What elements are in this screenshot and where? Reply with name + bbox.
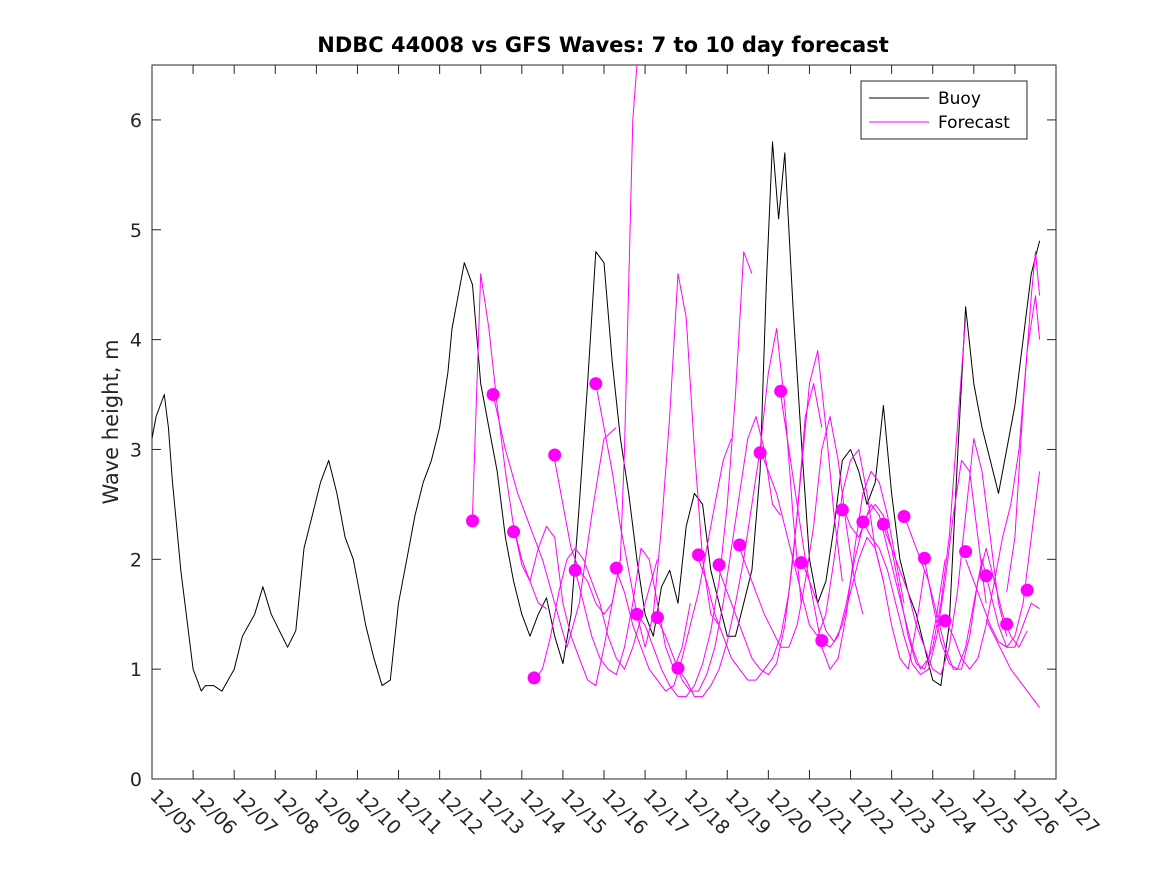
forecast-marker xyxy=(507,525,521,539)
forecast-series-line xyxy=(615,438,732,692)
forecast-marker xyxy=(712,558,726,572)
forecast-marker xyxy=(671,661,685,675)
forecast-marker xyxy=(979,569,993,583)
forecast-series-line xyxy=(924,558,1040,670)
forecast-marker xyxy=(897,510,911,523)
y-tick-label: 3 xyxy=(130,439,142,461)
forecast-marker xyxy=(856,515,870,529)
forecast-marker xyxy=(527,671,541,685)
forecast-marker xyxy=(918,551,931,565)
forecast-series-line xyxy=(821,503,946,670)
forecast-series-line xyxy=(882,438,1008,676)
legend-forecast-label: Forecast xyxy=(938,113,1010,133)
y-tick-label: 6 xyxy=(130,110,142,132)
forecast-marker xyxy=(1020,583,1034,597)
forecast-series-line xyxy=(554,65,638,615)
y-tick-label: 0 xyxy=(130,769,142,791)
forecast-series-line xyxy=(985,619,1041,708)
forecast-series-line xyxy=(492,394,617,648)
buoy-series-line xyxy=(152,141,1041,692)
y-tick-label: 4 xyxy=(130,330,142,352)
forecast-series-line xyxy=(718,350,843,676)
forecast-series-line xyxy=(472,273,547,610)
forecast-series-line xyxy=(574,547,691,676)
forecast-marker xyxy=(609,561,623,575)
forecast-marker xyxy=(630,607,644,621)
forecast-marker xyxy=(876,517,890,531)
forecast-marker xyxy=(589,377,603,391)
forecast-marker xyxy=(692,548,705,562)
y-tick-label: 1 xyxy=(130,659,142,681)
legend: Buoy Forecast xyxy=(860,80,1028,140)
forecast-marker xyxy=(568,563,582,577)
plot-area xyxy=(151,64,1057,780)
forecast-series-line xyxy=(698,383,823,681)
y-tick-label: 2 xyxy=(130,549,142,571)
forecast-series-line xyxy=(759,449,884,637)
forecast-marker xyxy=(938,614,952,628)
forecast-marker xyxy=(753,446,767,460)
series-layer xyxy=(152,65,1041,708)
chart-title: NDBC 44008 vs GFS Waves: 7 to 10 day for… xyxy=(317,33,888,57)
forecast-series-line xyxy=(595,273,720,648)
forecast-marker xyxy=(959,545,973,559)
forecast-marker xyxy=(486,388,500,401)
forecast-series-line xyxy=(1006,251,1041,593)
forecast-series-line xyxy=(513,525,621,687)
forecast-series-line xyxy=(533,547,658,681)
forecast-series-line xyxy=(965,471,1041,648)
y-tick-label: 5 xyxy=(130,220,142,242)
forecast-marker xyxy=(774,384,788,398)
forecast-series-line xyxy=(677,328,802,698)
axes-box xyxy=(151,64,1057,780)
forecast-series-line xyxy=(800,536,925,670)
legend-box xyxy=(860,80,1028,140)
forecast-series-line xyxy=(862,459,987,676)
marker-layer xyxy=(466,377,1034,685)
forecast-marker xyxy=(548,448,562,462)
forecast-marker xyxy=(650,611,664,624)
forecast-marker xyxy=(1000,617,1014,631)
forecast-marker xyxy=(835,503,849,517)
y-axis-label: Wave height, m xyxy=(99,339,123,504)
forecast-series-line xyxy=(636,251,753,698)
legend-buoy-label: Buoy xyxy=(938,89,981,109)
forecast-marker xyxy=(794,556,808,570)
forecast-series-line xyxy=(780,394,905,670)
forecast-marker xyxy=(733,538,747,552)
forecast-marker xyxy=(815,634,829,648)
forecast-marker xyxy=(466,514,479,528)
